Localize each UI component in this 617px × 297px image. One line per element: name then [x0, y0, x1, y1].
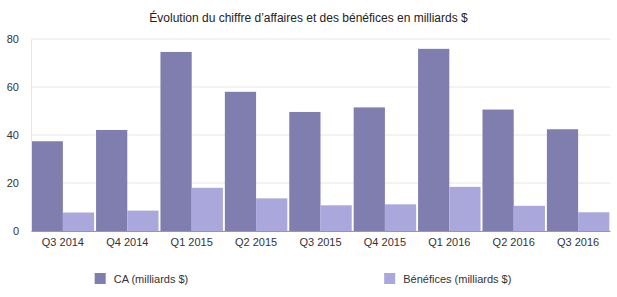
bar: [289, 112, 320, 231]
bar: [547, 129, 578, 231]
bar: [127, 211, 158, 231]
y-tick: 0: [13, 225, 31, 237]
bar: [256, 198, 287, 231]
x-tick: Q2 2015: [235, 231, 277, 248]
bars: [32, 49, 610, 231]
bar: [160, 52, 191, 231]
y-tick-label: 80: [7, 33, 19, 45]
bar: [63, 213, 94, 231]
bar: [354, 107, 385, 231]
bar: [225, 92, 256, 231]
y-tick: 40: [7, 129, 31, 141]
title: Évolution du chiffre d’affaires et des b…: [149, 10, 468, 25]
y-tick-label: 40: [7, 129, 19, 141]
x-tick-label: Q3 2016: [557, 236, 599, 248]
x-axis-line: [32, 231, 611, 232]
x-tick: Q4 2015: [364, 231, 406, 248]
x-axis: Q3 2014 Q4 2014 Q1 2015 Q2 2015 Q3 2015 Q4 20…: [32, 231, 611, 248]
y-tick-label: 20: [7, 177, 19, 189]
legend: CA (milliards $) Bénéfices (milliards $): [95, 273, 512, 285]
legend-swatch: [95, 273, 106, 284]
bar: [578, 212, 609, 231]
x-tick-label: Q4 2014: [106, 236, 148, 248]
y-tick: 60: [7, 81, 31, 93]
x-tick: Q3 2016: [557, 231, 599, 248]
legend-item: CA (milliards $): [95, 273, 189, 285]
x-tick-label: Q2 2016: [493, 236, 535, 248]
x-tick: Q1 2016: [428, 231, 470, 248]
bar: [192, 188, 223, 231]
grid-line: [31, 87, 610, 88]
x-tick: Q3 2014: [42, 231, 84, 248]
series: [63, 187, 609, 231]
x-tick-label: Q1 2016: [428, 236, 470, 248]
x-tick: Q2 2016: [493, 231, 535, 248]
bar: [385, 204, 416, 231]
x-tick-label: Q3 2014: [42, 236, 84, 248]
legend-item: Bénéfices (milliards $): [384, 273, 511, 285]
bar: [418, 49, 449, 231]
legend-swatch: [384, 273, 395, 284]
plot: 020406080Q3 2014Q4 2014Q1 2015Q2 2015Q3 …: [7, 33, 611, 248]
bar: [449, 187, 480, 231]
x-tick: Q4 2014: [106, 231, 148, 248]
y-axis-line: [31, 40, 32, 232]
series: [32, 49, 578, 231]
y-tick-label: 0: [13, 225, 19, 237]
x-tick-label: Q3 2015: [299, 236, 341, 248]
y-tick: 80: [7, 33, 31, 45]
y-tick-label: 60: [7, 81, 19, 93]
chart: Évolution du chiffre d’affaires et des b…: [0, 0, 617, 297]
legend-label: Bénéfices (milliards $): [403, 273, 511, 285]
y-tick: 20: [7, 177, 31, 189]
bar: [96, 130, 127, 231]
grid: [31, 39, 610, 231]
x-tick-label: Q4 2015: [364, 236, 406, 248]
grid-line: [31, 39, 610, 40]
x-tick: Q1 2015: [171, 231, 213, 248]
bar: [321, 205, 352, 231]
bar: [32, 141, 63, 231]
x-tick: Q3 2015: [299, 231, 341, 248]
y-axis: 0 20 40 60 80: [7, 33, 32, 237]
legend-label: CA (milliards $): [114, 273, 189, 285]
x-tick-label: Q1 2015: [171, 236, 213, 248]
bar: [482, 110, 513, 231]
bar: [514, 206, 545, 231]
x-tick-label: Q2 2015: [235, 236, 277, 248]
